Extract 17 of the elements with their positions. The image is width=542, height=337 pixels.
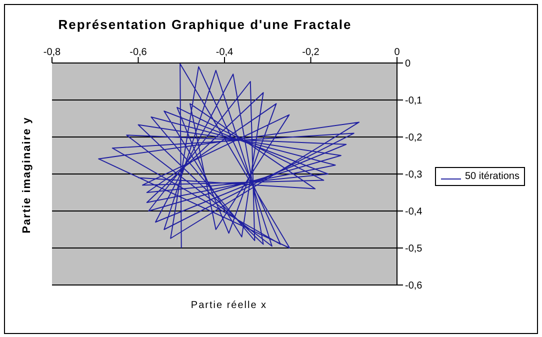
- y-tick-label: -0,5: [405, 244, 423, 255]
- y-axis-title: Partie imaginaire y: [21, 116, 33, 234]
- chart-title: Représentation Graphique d'une Fractale: [57, 17, 353, 32]
- x-tick-label: -0,2: [302, 47, 320, 58]
- x-tick-label: -0,6: [130, 47, 148, 58]
- x-tick-label: -0,4: [216, 47, 234, 58]
- line-series: [98, 63, 360, 248]
- x-tick-label: 0: [394, 47, 400, 58]
- y-tick-label: -0,1: [405, 96, 423, 107]
- y-tick-label: -0,4: [405, 206, 423, 218]
- y-tick-label: 0: [405, 58, 411, 70]
- x-tick-label: -0,8: [43, 47, 62, 58]
- x-axis-title: Partie réelle x: [190, 300, 268, 311]
- y-tick-label: -0,6: [405, 280, 423, 292]
- y-tick-label: -0,3: [405, 170, 423, 181]
- y-tick-label: -0,2: [405, 132, 423, 144]
- legend-label: 50 itérations: [465, 171, 520, 182]
